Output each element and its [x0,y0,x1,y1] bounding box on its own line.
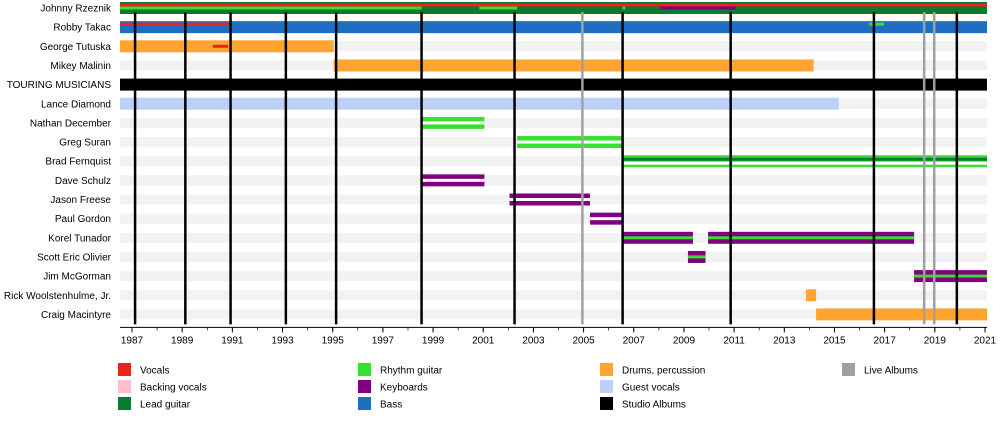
legend-label: Vocals [140,366,169,377]
member-bar-overlay [622,161,987,165]
legend-swatch [358,397,371,410]
x-tick-label: 2017 [874,335,897,346]
x-tick-label: 2011 [723,335,745,346]
row-stripe [120,156,987,167]
member-label: Lance Diamond [41,99,111,110]
x-tick-label: 2019 [924,335,947,346]
member-bar-overlay [120,22,231,26]
row-stripe [120,175,987,186]
member-bar-overlay [622,157,987,161]
row-stripe [120,41,987,52]
member-bar-overlay [868,22,884,26]
member-bar [120,78,987,91]
member-label: Robby Takac [53,23,111,34]
member-label: Jason Freese [50,195,111,206]
row-stripe [120,271,987,282]
legend-swatch [600,397,613,410]
legend-swatch [118,397,131,410]
legend-swatch [600,380,613,393]
member-bar-overlay [421,121,485,125]
member-label: Johnny Rzeznik [40,4,112,15]
legend-label: Backing vocals [140,383,207,394]
member-label: Craig Macintyre [41,310,111,321]
x-tick-label: 2003 [522,335,545,346]
x-tick-label: 2009 [673,335,696,346]
row-stripe [120,290,987,301]
member-label: Greg Suran [59,138,111,149]
member-label: Dave Schulz [55,176,111,187]
x-tick-label: 2007 [623,335,646,346]
row-stripe [120,213,987,224]
member-labels: Johnny Rzeznik Robby Takac George Tutuska M… [4,4,112,321]
member-bar-overlay [622,6,626,10]
member-bar-overlay [479,6,518,10]
member-bar-overlay [589,217,623,221]
member-bar [622,155,987,168]
legend-swatch [118,380,131,393]
legend-label: Live Albums [864,366,918,377]
member-bar-overlay [687,255,706,259]
legend-label: Lead guitar [140,400,191,411]
x-tick-label: 1997 [372,335,395,346]
x-tick-label: 1995 [322,335,345,346]
legend-label: Rhythm guitar [380,366,443,377]
member-bar-overlay [421,178,485,182]
member-label: Paul Gordon [55,214,111,225]
x-tick-label: 2021 [974,335,997,346]
member-bar [806,289,817,302]
x-tick-label: 1991 [221,335,244,346]
member-label: Nathan December [30,118,112,129]
member-bar-overlay [120,6,422,10]
row-stripe [120,309,987,320]
legend-swatch [600,363,613,376]
legend-label: Drums, percussion [622,366,705,377]
x-tick-label: 1989 [171,335,194,346]
member-label: George Tutuska [40,42,112,53]
member-bar [816,308,987,321]
legend-label: Guest vocals [622,383,680,394]
member-bar-overlay [708,236,915,240]
album-lines [133,12,959,325]
member-bar-overlay [120,3,987,7]
x-tick-label: 1993 [271,335,294,346]
x-tick-label: 2015 [823,335,846,346]
member-bar-overlay [212,44,229,48]
member-bar-overlay [914,274,987,278]
member-bar-overlay [660,6,736,10]
x-axis: 1987 1989 1991 1993 1995 1997 1999 2001 2003 2005… [120,326,997,346]
legend-swatch [358,380,371,393]
legend: Vocals Backing vocals Lead guitar Rhythm gu… [118,363,918,411]
legend-label: Studio Albums [622,400,686,411]
legend-swatch [118,363,131,376]
member-label: Brad Fernquist [45,157,111,168]
member-label: Rick Woolstenhulme, Jr. [4,291,111,302]
legend-swatch [842,363,855,376]
row-stripe [120,117,987,128]
row-stripe [120,251,987,262]
member-bar-overlay [517,140,623,144]
x-tick-label: 2005 [572,335,595,346]
x-tick-label: 2001 [472,335,495,346]
legend-label: Keyboards [380,383,428,394]
member-label: Scott Eric Olivier [37,252,112,263]
x-tick-label: 2013 [773,335,796,346]
member-label: Mikey Malinin [50,61,111,72]
member-bar [120,21,987,34]
member-label: Korel Tunador [48,233,111,244]
x-tick-label: 1999 [422,335,445,346]
legend-label: Bass [380,400,402,411]
member-label: TOURING MUSICIANS [7,80,112,91]
row-stripe [120,232,987,243]
member-bar [333,59,814,72]
legend-swatch [358,363,371,376]
member-label: Jim McGorman [43,272,111,283]
member-bar [120,97,839,110]
member-bar-overlay [509,198,590,201]
x-tick-label: 1987 [121,335,144,346]
member-bar-overlay [622,236,693,240]
